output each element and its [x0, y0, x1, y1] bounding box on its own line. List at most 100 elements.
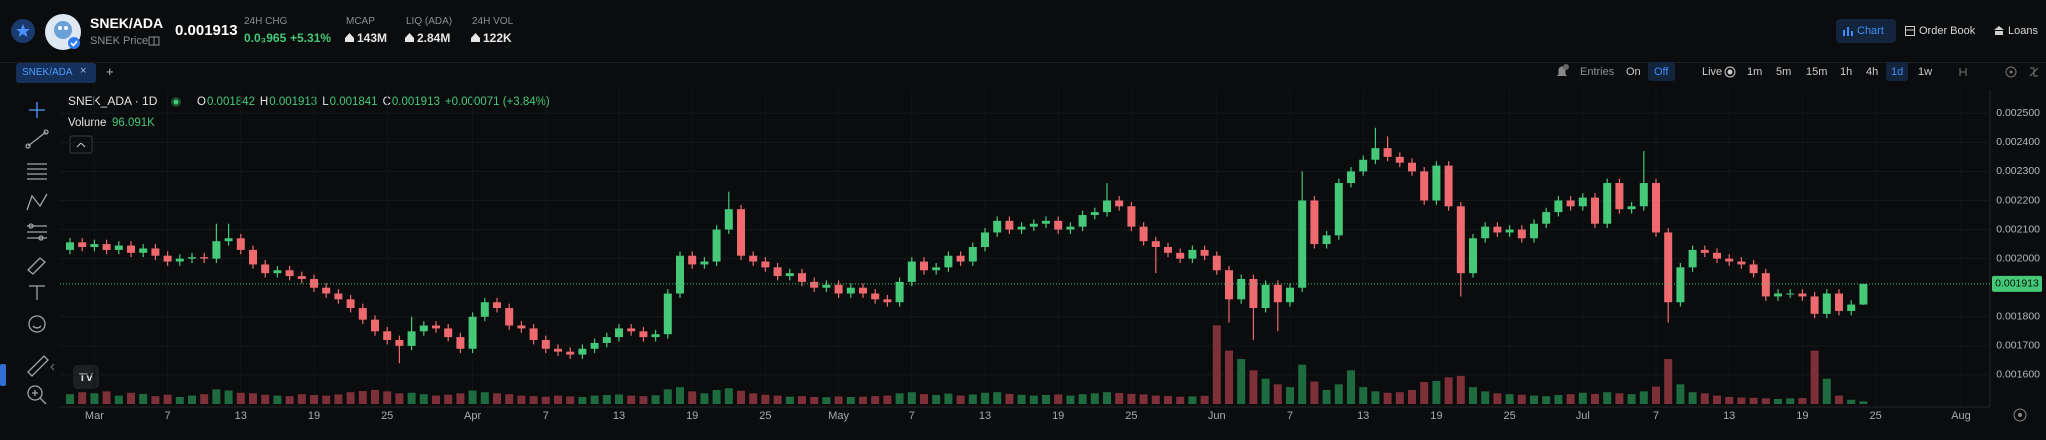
candle-body — [127, 245, 135, 253]
nav-active-bg — [1836, 19, 1896, 43]
zoom-tool[interactable] — [27, 385, 43, 401]
nav-tab[interactable]: Chart — [1857, 25, 1884, 37]
volume-bar — [1639, 391, 1648, 404]
candle-body — [358, 308, 367, 320]
bell-icon[interactable] — [1554, 64, 1570, 80]
x-tick-label: 25 — [1503, 410, 1515, 422]
volume-bar — [1627, 394, 1636, 404]
collapse-button[interactable] — [69, 135, 93, 154]
ruler-tool[interactable] — [27, 355, 49, 377]
crosshair-tool[interactable] — [29, 102, 45, 118]
candle-body — [1749, 264, 1758, 274]
candle-body — [383, 331, 392, 341]
toggle-on[interactable]: On — [1626, 66, 1641, 78]
tab-label[interactable]: SNEK/ADA — [22, 67, 73, 78]
brush-tool[interactable] — [27, 257, 46, 275]
tv-logo[interactable] — [73, 365, 99, 389]
candle-body — [663, 293, 672, 335]
candle-body — [102, 244, 111, 250]
candle-body — [1700, 249, 1709, 253]
pair-name: SNEK/ADA — [90, 15, 164, 31]
interval[interactable]: 1m — [1747, 66, 1763, 78]
settings-icon[interactable] — [2013, 408, 2027, 422]
stat-value: 143M — [357, 31, 388, 45]
volume-bar — [1188, 396, 1197, 404]
volume-bar — [554, 395, 562, 404]
interval[interactable]: 1h — [1840, 66, 1853, 78]
interval[interactable]: 5m — [1776, 66, 1792, 78]
volume-bar — [1420, 382, 1429, 404]
line-tool[interactable] — [27, 131, 47, 147]
volume-bar — [1810, 350, 1819, 404]
candle-body — [566, 351, 575, 355]
volume-bar — [1603, 392, 1612, 404]
live-label[interactable]: Live — [1702, 66, 1723, 78]
candle-body — [615, 328, 623, 338]
x-tick-label: 13 — [1357, 410, 1369, 422]
volume-bar — [1676, 384, 1685, 404]
fib-tool[interactable] — [27, 163, 47, 180]
book-icon[interactable] — [148, 35, 160, 47]
volume-bar — [188, 395, 196, 404]
candle-body — [334, 293, 343, 300]
interval[interactable]: 15m — [1806, 66, 1828, 78]
tab-close[interactable]: × — [80, 65, 87, 77]
volume-bar — [432, 395, 440, 404]
candle-body — [1347, 171, 1355, 184]
candle-body — [1261, 284, 1270, 309]
volume-bar — [822, 397, 831, 404]
candle-body — [468, 316, 477, 349]
volume-bar — [1847, 399, 1856, 404]
candle-body — [1456, 206, 1465, 274]
candles — [66, 127, 1868, 364]
volume-bar — [261, 394, 270, 404]
volume-bar — [1554, 395, 1563, 404]
interval[interactable]: 1d — [1891, 66, 1904, 78]
volume-bar — [224, 390, 233, 404]
stat-label: LIQ (ADA) — [406, 16, 453, 27]
volume-bar — [737, 390, 745, 404]
volume-bar — [66, 394, 74, 404]
x-tick-label: 19 — [1052, 410, 1064, 422]
tab-bg[interactable] — [16, 63, 96, 83]
candle-body — [1103, 200, 1111, 213]
favorite-button[interactable] — [10, 18, 36, 44]
projection-tool[interactable] — [27, 225, 47, 239]
toggle-off[interactable]: Off — [1654, 66, 1669, 78]
add-tab[interactable]: + — [106, 64, 114, 79]
volume-bars — [66, 325, 1868, 404]
volume-bar — [761, 394, 770, 404]
legend: SNEK_ADA · 1D Volume 96.091K O 0.001842 H 0… — [68, 94, 550, 154]
candle-body — [1151, 241, 1160, 247]
candle-body — [310, 278, 318, 288]
candle-body — [1566, 200, 1575, 207]
x-tick-label: 13 — [979, 410, 991, 422]
house-icon — [345, 33, 354, 42]
volume-bar — [1700, 393, 1709, 404]
emoji-tool[interactable] — [28, 315, 46, 333]
candle-body — [200, 257, 209, 259]
toolbar-toggle[interactable] — [0, 364, 6, 386]
live-dot — [1724, 66, 1736, 78]
pattern-tool[interactable] — [26, 193, 48, 211]
interval[interactable]: 4h — [1866, 66, 1879, 78]
text-tool[interactable] — [29, 285, 45, 300]
nav-tab[interactable]: Loans — [2008, 25, 2038, 37]
volume-bar — [1798, 398, 1807, 404]
nav-tab[interactable]: Order Book — [1919, 25, 1976, 37]
volume-bar — [322, 395, 331, 404]
ohlc-key: H — [260, 96, 268, 108]
pair-subtitle: SNEK Price — [90, 35, 149, 47]
volume-bar — [1176, 396, 1185, 404]
candle-body — [346, 299, 355, 309]
candle-body — [1822, 293, 1831, 314]
candle-body — [712, 229, 721, 262]
chart-tools[interactable] — [1956, 64, 2044, 80]
candle-body — [1371, 148, 1380, 160]
volume-bar — [1432, 380, 1441, 404]
candle-body — [883, 299, 892, 303]
candle-body — [1042, 220, 1050, 224]
volume-bar — [602, 395, 611, 404]
interval[interactable]: 1w — [1918, 66, 1933, 78]
